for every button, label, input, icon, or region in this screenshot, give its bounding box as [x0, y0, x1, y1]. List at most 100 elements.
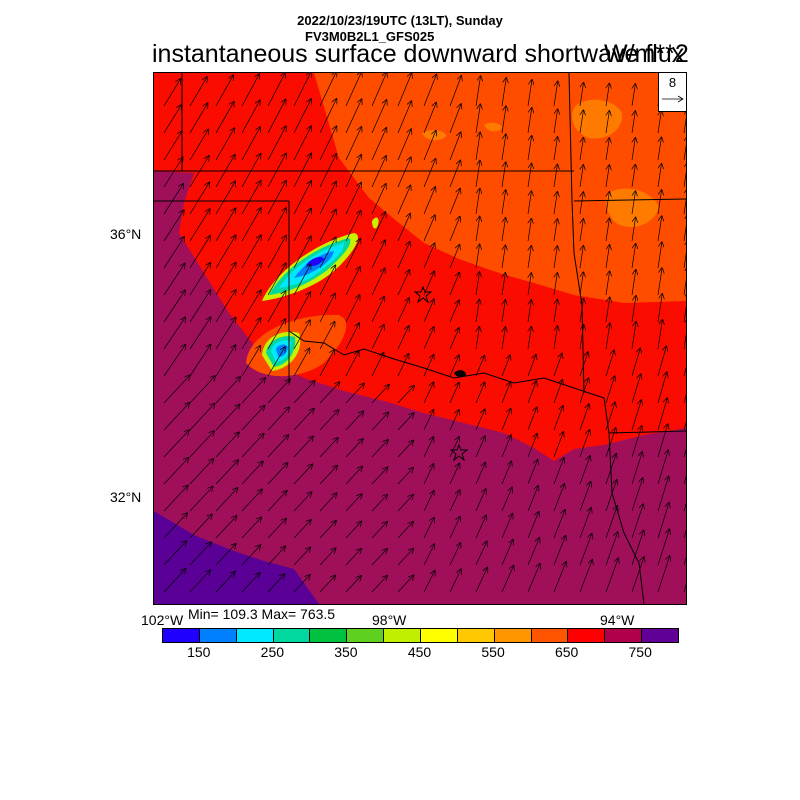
wind-vector — [527, 164, 532, 188]
wind-vector — [215, 405, 240, 431]
wind-vector — [215, 460, 238, 485]
wind-vector — [371, 385, 389, 404]
wind-vector — [345, 522, 361, 539]
wind-vector — [553, 510, 565, 539]
wind-vector — [163, 458, 188, 485]
lon-label-94w: 94°W — [600, 612, 635, 628]
wind-vector — [579, 508, 591, 539]
wind-vector — [527, 191, 531, 215]
wind-vector — [319, 154, 336, 188]
wind-vector — [267, 435, 288, 458]
wind-vector — [371, 549, 387, 566]
wind-vector — [423, 464, 434, 485]
wind-vector — [553, 326, 557, 350]
wind-vector — [345, 267, 360, 296]
wind-vector — [501, 566, 514, 593]
wind-vector — [553, 109, 558, 134]
wind-vector — [267, 379, 290, 404]
wind-vector — [397, 575, 413, 593]
wind-vector — [215, 572, 235, 593]
colorbar-swatch — [347, 629, 385, 642]
wind-vector — [293, 520, 311, 539]
wind-vector — [163, 210, 184, 242]
wind-vector — [345, 467, 362, 485]
wind-vector — [189, 236, 210, 269]
wind-vector — [553, 137, 557, 161]
wind-vector — [163, 403, 189, 431]
wind-vector — [449, 76, 461, 107]
colorbar-swatch — [642, 629, 679, 642]
wind-vector — [371, 495, 387, 512]
wind-vector — [371, 100, 386, 134]
map-panel — [153, 72, 687, 605]
wind-vector — [579, 404, 589, 431]
wind-vector — [501, 162, 506, 188]
wind-vector — [319, 576, 335, 593]
wind-vector — [163, 237, 184, 269]
wind-vector — [345, 549, 361, 566]
wind-vector — [319, 350, 334, 377]
wind-vector — [189, 487, 213, 512]
wind-vector — [657, 398, 667, 431]
wind-vector — [371, 440, 388, 458]
wind-vector — [423, 491, 434, 512]
wind-vector — [293, 126, 311, 161]
wind-vector — [293, 437, 313, 458]
wind-vector — [423, 75, 436, 107]
colorbar-label: 250 — [260, 644, 285, 660]
wind-vector — [189, 263, 210, 296]
wind-vector — [475, 104, 480, 134]
wind-vector — [683, 266, 686, 296]
wind-vector — [371, 184, 386, 215]
wind-vector — [423, 544, 434, 566]
wind-vector — [605, 454, 616, 485]
wind-vector — [241, 573, 260, 593]
wind-vector — [475, 217, 480, 242]
wind-vector — [345, 155, 361, 188]
wind-vector — [501, 382, 510, 404]
wind-vector — [371, 156, 386, 188]
wind-vector — [527, 108, 532, 134]
wind-vector — [163, 290, 185, 323]
wind-vector — [501, 106, 506, 134]
wind-vector — [475, 489, 486, 512]
wind-vector — [345, 127, 361, 161]
wind-vector — [267, 319, 285, 350]
wind-vector — [267, 263, 286, 296]
colorbar-swatch — [236, 629, 274, 642]
wind-vector — [189, 103, 208, 134]
wind-vector — [371, 268, 385, 296]
wind-vector — [293, 492, 312, 512]
wind-vector — [657, 556, 670, 593]
wind-vector — [345, 183, 361, 215]
wind-vector — [345, 576, 361, 593]
wind-vector — [527, 460, 538, 485]
wind-vector — [631, 348, 640, 377]
wind-vector — [241, 318, 261, 350]
wind-vector — [527, 538, 539, 566]
wind-vector — [345, 239, 360, 269]
city-marker-star — [413, 285, 433, 304]
wind-vector — [553, 82, 558, 107]
wind-vector — [631, 191, 635, 215]
wind-vector — [319, 266, 335, 296]
wind-vector — [475, 245, 480, 269]
wind-vector — [605, 532, 618, 566]
wind-vector — [476, 300, 479, 323]
wind-vector — [293, 292, 310, 323]
wind-vector — [657, 138, 661, 161]
datetime-header: 2022/10/23/19UTC (13LT), Sunday — [297, 13, 503, 28]
wind-vector — [605, 402, 615, 431]
wind-vector — [449, 490, 460, 512]
colorbar-label: 450 — [407, 644, 432, 660]
wind-vector — [683, 292, 686, 323]
wind-vector — [605, 350, 614, 377]
wind-vector — [293, 548, 310, 566]
wind-vector — [449, 245, 460, 269]
wind-vector — [683, 189, 686, 215]
plot-title: instantaneous surface downward shortwave… — [152, 40, 685, 68]
wind-vector — [319, 294, 335, 323]
wind-vector — [501, 488, 512, 512]
wind-vector — [163, 79, 180, 107]
wind-vector — [631, 531, 644, 566]
